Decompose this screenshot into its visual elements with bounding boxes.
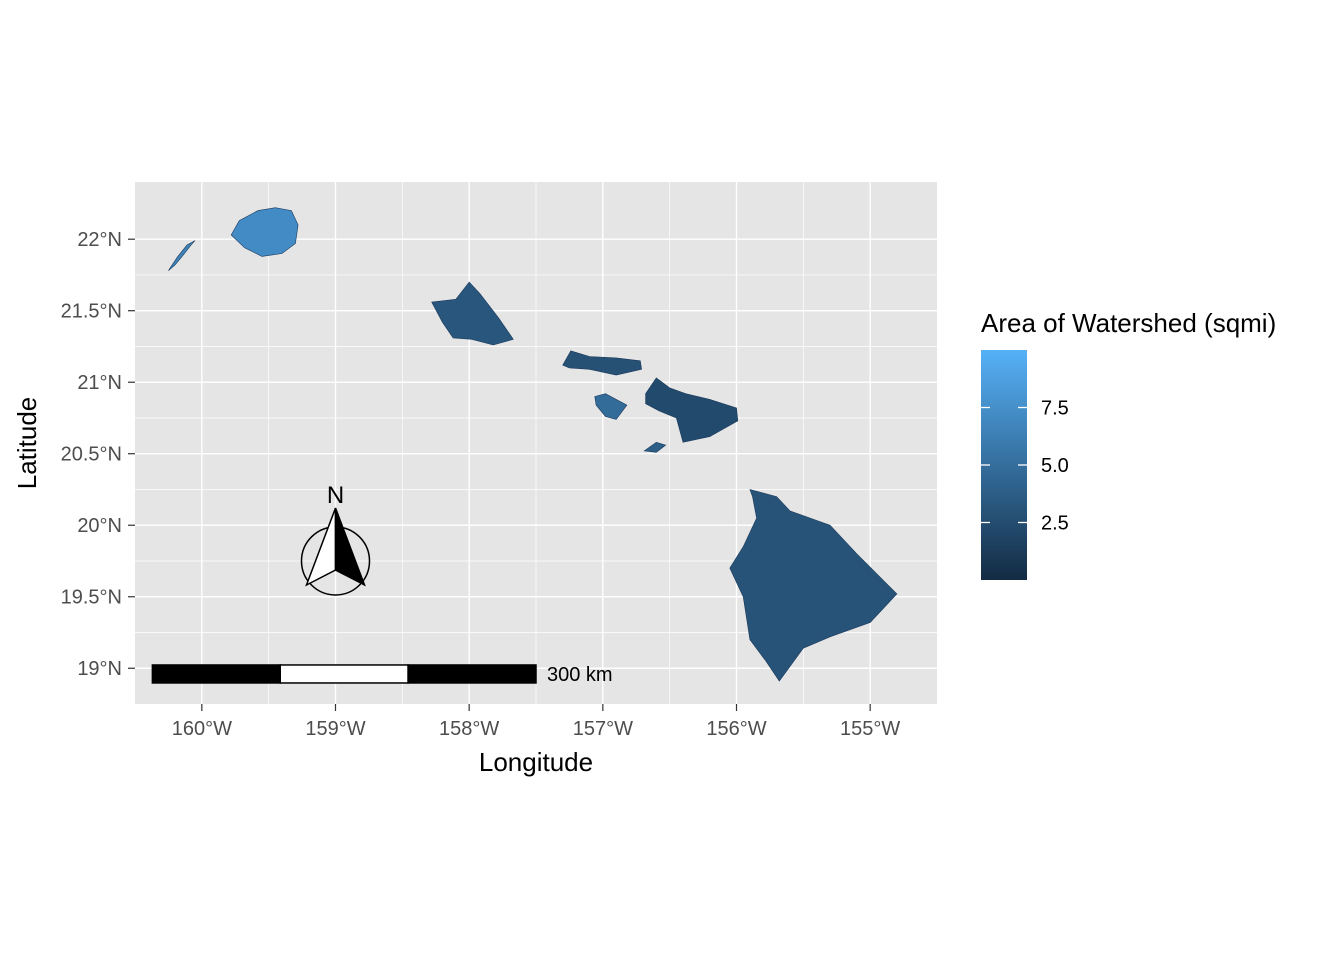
y-tick-label: 19.5°N (61, 587, 122, 609)
x-tick-label: 160°W (172, 718, 232, 740)
legend-tick-label: 5.0 (1041, 455, 1069, 477)
watershed-polygons (168, 207, 898, 682)
island-niihau (168, 240, 196, 271)
island-kauai (230, 207, 299, 257)
scale-bar-segment (151, 664, 282, 684)
y-tick-label: 21°N (77, 372, 122, 394)
scale-bar: 300 km (151, 664, 613, 686)
x-tick-label: 157°W (573, 718, 633, 740)
y-tick-label: 20.5°N (61, 444, 122, 466)
scale-bar-segment (279, 664, 409, 684)
legend-tick-label: 7.5 (1041, 398, 1069, 420)
north-arrow-right (334, 507, 366, 587)
y-tick-label: 19°N (77, 658, 122, 680)
island-molokai (562, 350, 642, 376)
island-kahoolawe (643, 441, 667, 453)
x-tick-label: 156°W (706, 718, 766, 740)
legend-tick-label: 2.5 (1041, 513, 1069, 535)
y-tick-label: 20°N (77, 515, 122, 537)
island-oahu (431, 281, 514, 346)
north-arrow: N (300, 482, 371, 596)
scale-bar-segment (407, 664, 537, 684)
color-legend: Area of Watershed (sqmi) 2.5 5.0 7.5 (981, 308, 1276, 580)
island-maui (645, 377, 739, 443)
y-axis-title: Latitude (12, 397, 42, 490)
scale-bar-label: 300 km (547, 664, 613, 686)
island-hawaii (729, 489, 898, 682)
legend-title: Area of Watershed (sqmi) (981, 308, 1276, 338)
x-tick-label: 155°W (840, 718, 900, 740)
y-tick-label: 22°N (77, 229, 122, 251)
island-lanai (594, 393, 628, 420)
axis-ticks: 160°W 159°W 158°W 157°W 156°W 155°W 19°N 19.5°N… (61, 229, 901, 740)
y-tick-label: 21.5°N (61, 301, 122, 323)
x-tick-label: 158°W (439, 718, 499, 740)
x-axis-title: Longitude (479, 747, 593, 777)
x-tick-label: 159°W (305, 718, 365, 740)
north-arrow-label: N (327, 482, 344, 509)
